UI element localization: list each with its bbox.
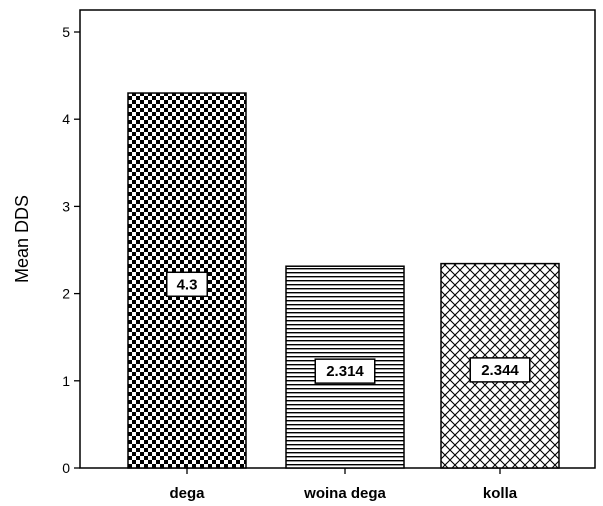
data-label: 4.3 bbox=[177, 276, 198, 293]
y-tick-label: 0 bbox=[62, 460, 70, 476]
y-tick-label: 1 bbox=[62, 373, 70, 389]
data-label: 2.344 bbox=[481, 362, 519, 379]
y-tick-label: 4 bbox=[62, 111, 70, 127]
y-tick-label: 2 bbox=[62, 286, 70, 302]
data-label-box bbox=[469, 357, 531, 383]
data-label-box bbox=[314, 358, 376, 384]
x-category-label: dega bbox=[169, 485, 205, 502]
x-axis: dega woina dega kolla bbox=[169, 468, 518, 502]
data-label: 2.314 bbox=[326, 363, 364, 380]
y-tick-label: 5 bbox=[62, 24, 70, 40]
y-axis-title: Mean DDS bbox=[12, 195, 32, 283]
x-category-label: kolla bbox=[483, 485, 518, 502]
data-label-box bbox=[166, 271, 208, 298]
y-tick-label: 3 bbox=[62, 198, 70, 214]
bars: 4.3 2.314 2.344 bbox=[127, 92, 560, 469]
y-axis: 0 1 2 3 4 5 bbox=[62, 24, 80, 476]
x-category-label: woina dega bbox=[303, 485, 386, 502]
